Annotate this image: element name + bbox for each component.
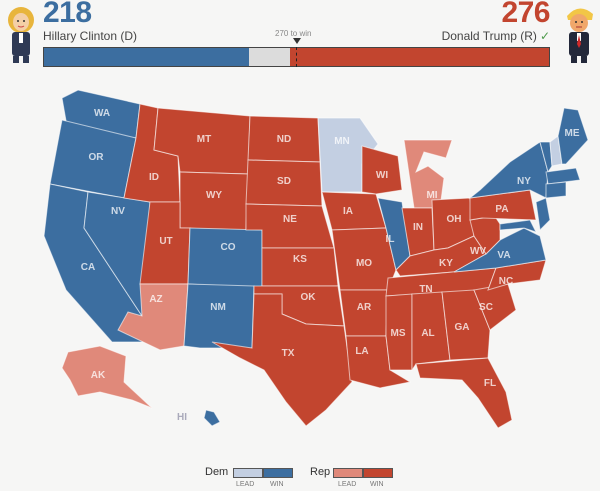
legend-dem-lead-swatch — [233, 468, 263, 478]
state-label-hi: HI — [177, 412, 187, 423]
state-ny[interactable] — [468, 141, 549, 199]
state-label-ny: NY — [517, 176, 531, 187]
state-label-il: IL — [386, 234, 395, 245]
state-nj[interactable] — [535, 197, 551, 232]
state-label-me: ME — [565, 128, 580, 139]
state-label-nd: ND — [277, 134, 291, 145]
state-label-ia: IA — [343, 206, 353, 217]
state-ia[interactable] — [321, 191, 387, 231]
legend-dem-win-swatch — [263, 468, 293, 478]
state-ms[interactable] — [385, 293, 413, 371]
us-electoral-map: WA OR CA NV ID MT WY UT AZ CO NM ND SD NE KS OK TX MN IA MO… — [43, 89, 589, 429]
state-ct[interactable] — [545, 181, 567, 199]
state-hi[interactable] — [203, 409, 221, 427]
dem-candidate-name: Hillary Clinton (D) — [43, 29, 138, 43]
trump-avatar — [567, 8, 593, 63]
bar-rep-segment — [289, 48, 549, 66]
state-label-id: ID — [149, 172, 159, 183]
rep-candidate-name: Donald Trump (R) — [441, 29, 537, 43]
state-label-ok: OK — [301, 292, 317, 303]
state-label-ne: NE — [283, 214, 297, 225]
state-label-la: LA — [355, 346, 368, 357]
state-label-ak: AK — [91, 370, 106, 381]
state-label-wy: WY — [206, 190, 222, 201]
state-label-al: AL — [421, 328, 434, 339]
state-wy[interactable] — [179, 171, 249, 231]
state-label-mn: MN — [334, 136, 350, 147]
state-label-ut: UT — [159, 236, 172, 247]
state-al[interactable] — [411, 291, 451, 372]
clinton-avatar — [8, 7, 34, 63]
legend-dem-lead-label: LEAD — [236, 481, 255, 488]
state-label-wv: WV — [470, 246, 486, 257]
state-label-ks: KS — [293, 254, 307, 265]
state-label-fl: FL — [484, 378, 496, 389]
bar-dem-segment — [44, 48, 249, 66]
state-wi[interactable] — [361, 145, 403, 195]
threshold-arrow-icon — [293, 38, 301, 44]
dem-electoral-votes: 218 — [43, 0, 92, 29]
map-legend: Dem LEAD WIN Rep LEAD WIN — [0, 460, 600, 491]
rep-candidate-row: Donald Trump (R) ✓ — [442, 29, 550, 43]
state-label-az: AZ — [149, 294, 162, 305]
state-label-ms: MS — [391, 328, 406, 339]
state-label-oh: OH — [447, 214, 462, 225]
state-ar[interactable] — [339, 289, 389, 337]
state-me[interactable] — [557, 107, 589, 165]
state-label-nv: NV — [111, 206, 125, 217]
legend-rep-win-label: WIN — [370, 481, 384, 488]
state-label-mo: MO — [356, 258, 372, 269]
state-label-tx: TX — [282, 348, 295, 359]
state-label-sd: SD — [277, 176, 291, 187]
state-co[interactable] — [187, 227, 263, 289]
legend-rep-win-swatch — [363, 468, 393, 478]
state-label-wi: WI — [376, 170, 388, 181]
state-ak[interactable] — [61, 345, 153, 409]
bar-undecided-segment — [248, 48, 290, 66]
state-label-tn: TN — [419, 284, 432, 295]
legend-rep-lead-swatch — [333, 468, 363, 478]
state-nc[interactable] — [487, 259, 547, 291]
legend-rep-title: Rep — [310, 466, 331, 478]
state-label-co: CO — [221, 242, 236, 253]
state-label-ca: CA — [81, 262, 95, 273]
state-labels: WA OR CA NV ID MT WY UT AZ CO NM ND SD NE KS OK TX MN IA MO… — [81, 108, 580, 423]
state-label-or: OR — [89, 152, 105, 163]
threshold-label: 270 to win — [275, 29, 312, 38]
state-label-ky: KY — [439, 258, 453, 269]
legend-dem-title: Dem — [205, 466, 229, 478]
state-ga[interactable] — [441, 289, 491, 361]
state-ma[interactable] — [545, 167, 581, 185]
state-md[interactable] — [499, 219, 537, 233]
state-label-mi: MI — [426, 190, 437, 201]
state-label-ga: GA — [455, 322, 470, 333]
state-label-va: VA — [497, 250, 510, 261]
state-tx[interactable] — [211, 293, 353, 427]
state-fl[interactable] — [415, 357, 513, 429]
state-nm[interactable] — [183, 283, 255, 349]
state-label-ar: AR — [357, 302, 372, 313]
state-label-mt: MT — [197, 134, 211, 145]
legend-rep-lead-label: LEAD — [338, 481, 357, 488]
legend-dem-win-label: WIN — [270, 481, 284, 488]
rep-electoral-votes: 276 — [501, 0, 550, 29]
state-label-wa: WA — [94, 108, 110, 119]
state-label-sc: SC — [479, 302, 493, 313]
state-label-in: IN — [413, 222, 423, 233]
winner-check-icon: ✓ — [539, 29, 550, 43]
results-header: 218 Hillary Clinton (D) 276 Donald Trump… — [0, 0, 600, 72]
state-label-nm: NM — [210, 302, 226, 313]
state-label-nc: NC — [499, 276, 513, 287]
state-label-pa: PA — [495, 204, 508, 215]
threshold-line — [296, 47, 297, 67]
